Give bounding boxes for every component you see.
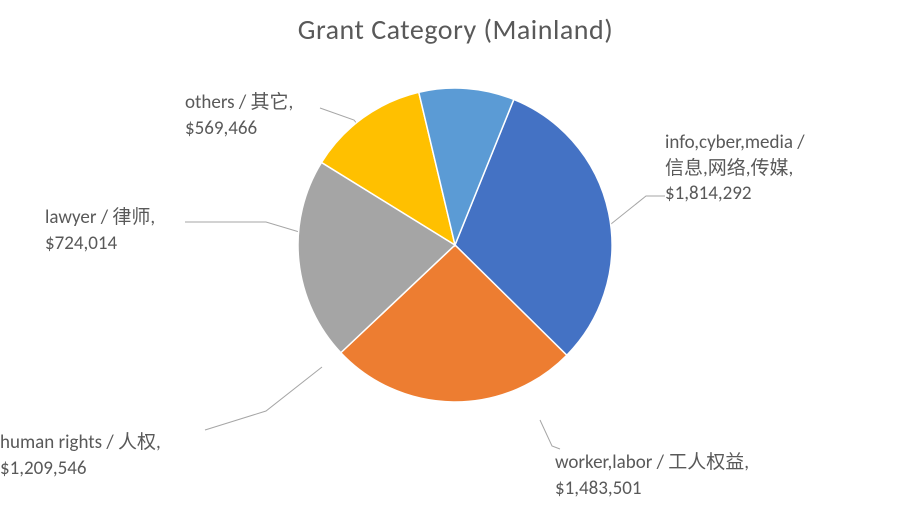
leader-lawyer — [185, 222, 306, 234]
slice-label-worker_labor: worker,labor / 工人权益, $1,483,501 — [555, 450, 749, 501]
chart-container: Grant Category (Mainland) info,cyber,med… — [0, 0, 911, 514]
slice-label-info_cyber_media: info,cyber,media / 信息,网络,传媒, $1,814,292 — [665, 130, 805, 207]
slice-label-lawyer: lawyer / 律师, $724,014 — [45, 205, 155, 256]
leader-worker_labor — [540, 420, 560, 449]
slice-label-others: others / 其它, $569,466 — [185, 90, 293, 141]
slice-label-human_rights: human rights / 人权, $1,209,546 — [0, 430, 161, 481]
pie-chart — [295, 85, 615, 405]
